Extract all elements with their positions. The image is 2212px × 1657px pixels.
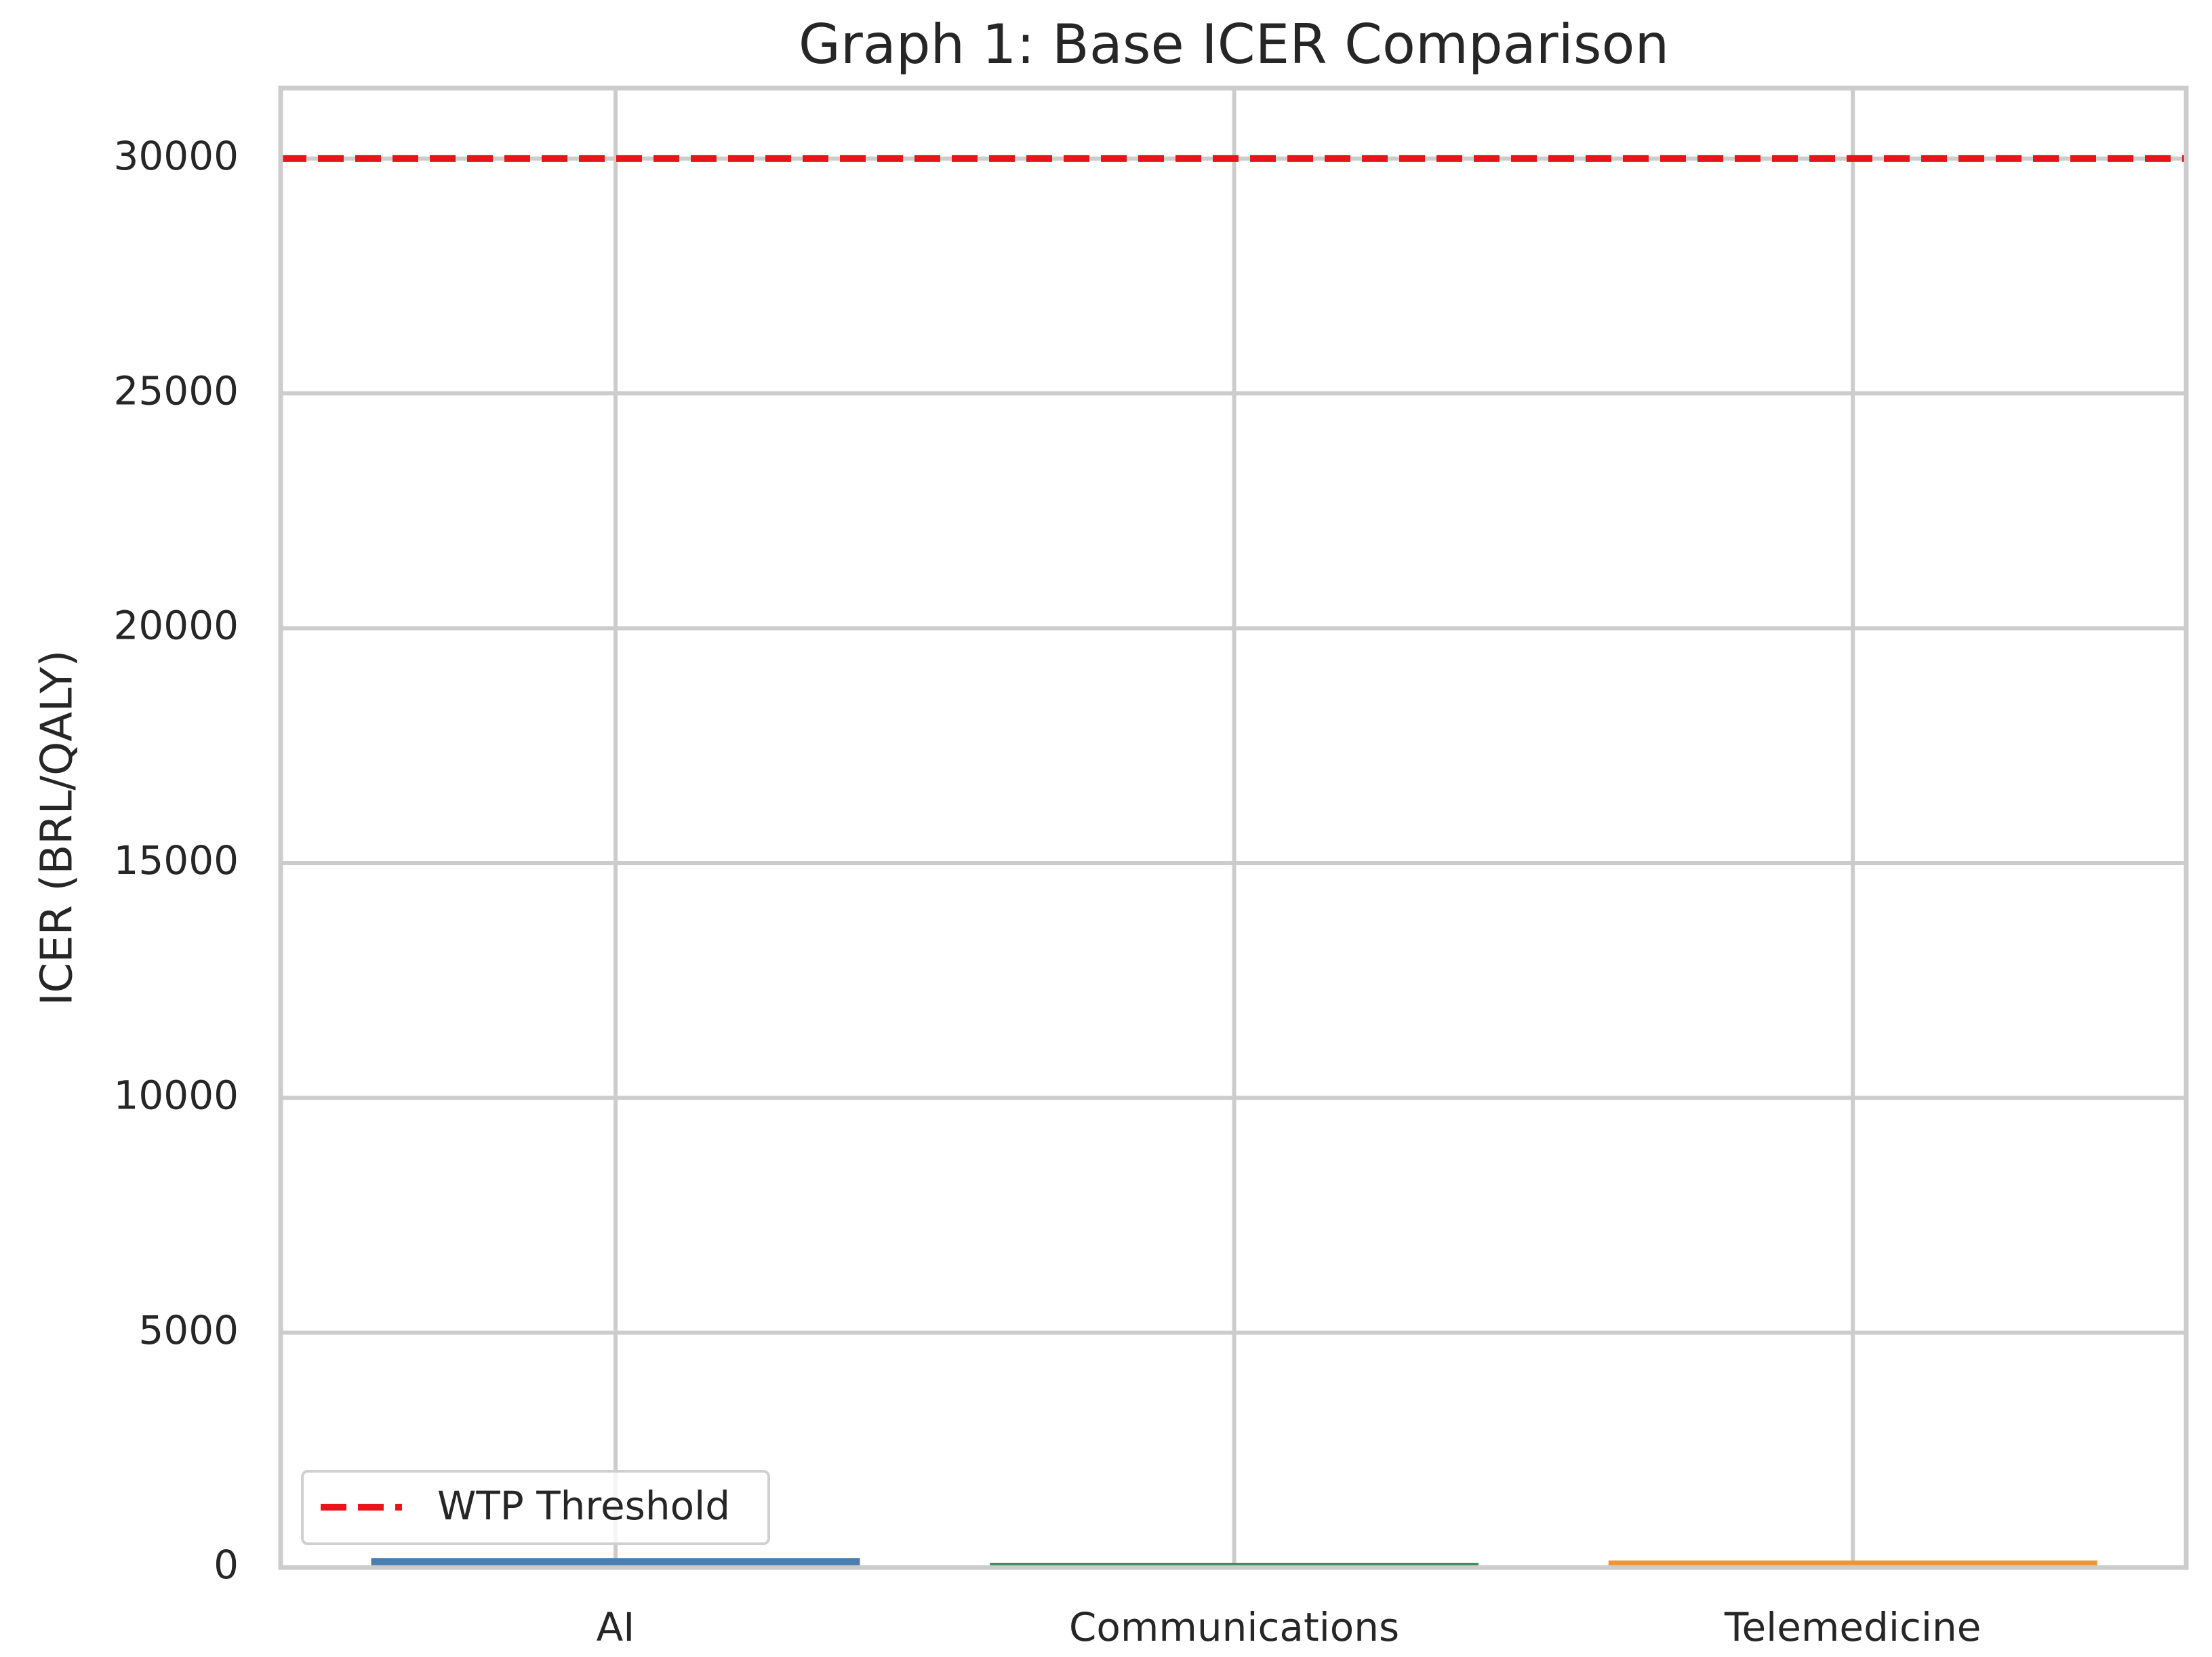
y-tick-label: 10000 — [113, 1072, 239, 1118]
x-tick-label: AI — [597, 1604, 635, 1650]
y-tick-label: 20000 — [113, 603, 239, 649]
y-tick-label: 25000 — [113, 367, 239, 414]
x-tick-label: Telemedicine — [1724, 1604, 1982, 1650]
plot-border — [278, 85, 2189, 1570]
y-tick-label: 30000 — [113, 133, 239, 179]
chart-title: Graph 1: Base ICER Comparison — [799, 13, 1669, 76]
legend-label: WTP Threshold — [437, 1483, 730, 1529]
y-tick-label: 5000 — [138, 1307, 239, 1353]
legend: WTP Threshold — [301, 1470, 770, 1545]
legend-box — [301, 1470, 770, 1545]
y-tick-label: 15000 — [113, 837, 239, 883]
x-tick-label: Communications — [1069, 1604, 1399, 1650]
y-axis-label: ICER (BRL/QALY) — [33, 650, 83, 1006]
y-tick-label: 0 — [214, 1542, 239, 1588]
bar — [1608, 1560, 2097, 1568]
grid — [281, 88, 2186, 1570]
